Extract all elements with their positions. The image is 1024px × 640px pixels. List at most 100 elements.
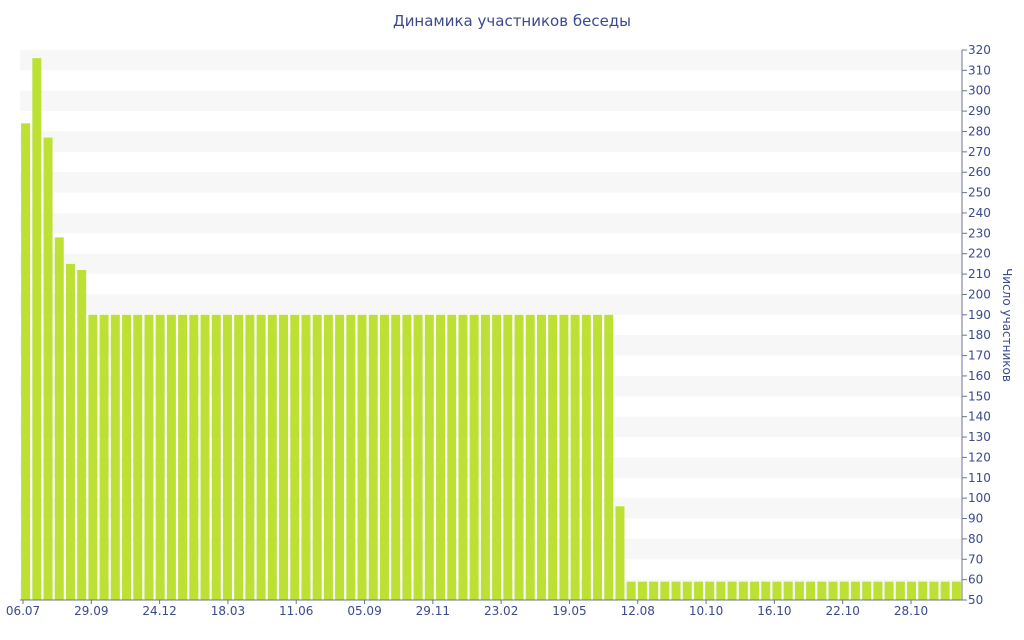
bar <box>682 581 692 600</box>
bar <box>604 314 614 600</box>
grid-band <box>20 579 962 600</box>
x-tick-label: 18.03 <box>211 604 245 618</box>
y-tick-label: 250 <box>968 186 991 200</box>
y-tick-label: 190 <box>968 308 991 322</box>
bar <box>99 314 109 600</box>
bar <box>839 581 849 600</box>
bar <box>548 314 558 600</box>
y-tick-label: 140 <box>968 410 991 424</box>
y-tick-label: 260 <box>968 165 991 179</box>
bar <box>133 314 143 600</box>
y-tick-label: 90 <box>968 512 983 526</box>
bar <box>727 581 737 600</box>
bar <box>750 581 760 600</box>
bar <box>301 314 311 600</box>
y-axis-label: Число участников <box>1000 268 1014 382</box>
y-tick-label: 320 <box>968 43 991 57</box>
bar <box>817 581 827 600</box>
y-tick-label: 130 <box>968 430 991 444</box>
bar <box>828 581 838 600</box>
axes-group: 50 60 70 80 90 100 110 120 130 140 150 160 170 180 190… <box>6 43 991 618</box>
y-tick-label: 280 <box>968 124 991 138</box>
bar <box>88 314 98 600</box>
x-tick-label: 19.05 <box>552 604 586 618</box>
y-tick-label: 70 <box>968 552 983 566</box>
bar <box>279 314 289 600</box>
bar <box>862 581 872 600</box>
bar <box>222 314 232 600</box>
bar <box>436 314 446 600</box>
x-tick-label: 23.02 <box>484 604 518 618</box>
bar <box>357 314 367 600</box>
y-tick-label: 240 <box>968 206 991 220</box>
x-tick-label: 16.10 <box>757 604 791 618</box>
bar <box>671 581 681 600</box>
y-tick-label: 310 <box>968 63 991 77</box>
bar <box>536 314 546 600</box>
x-tick-label: 22.10 <box>826 604 860 618</box>
grid-band <box>20 335 962 356</box>
bar <box>593 314 603 600</box>
grid-band <box>20 416 962 438</box>
bar <box>738 581 748 600</box>
bar <box>346 314 356 600</box>
grid-band <box>20 131 962 152</box>
x-tick-label: 11.06 <box>279 604 313 618</box>
y-tick-label: 80 <box>968 532 983 546</box>
bar <box>144 314 154 600</box>
bar <box>211 314 221 600</box>
bar <box>761 581 771 600</box>
grid-bands <box>20 50 962 600</box>
y-tick-label: 60 <box>968 573 983 587</box>
bar <box>794 581 804 600</box>
grid-band <box>20 253 962 275</box>
bar <box>705 581 715 600</box>
y-tick-label: 300 <box>968 84 991 98</box>
y-tick-label: 220 <box>968 247 991 261</box>
bar <box>234 314 244 600</box>
grid-band <box>20 172 962 193</box>
bar <box>525 314 535 600</box>
bar <box>402 314 412 600</box>
y-tick-label: 110 <box>968 471 991 485</box>
bar <box>649 581 659 600</box>
bar <box>693 581 703 600</box>
bar <box>256 314 266 600</box>
bar <box>581 314 591 600</box>
bar <box>43 137 53 600</box>
bar <box>155 314 165 600</box>
bar <box>806 581 816 600</box>
chart-title: Динамика участников беседы <box>392 12 632 30</box>
grid-band <box>20 90 962 112</box>
bar <box>178 314 188 600</box>
grid-band <box>20 498 962 519</box>
y-tick-label: 100 <box>968 491 991 505</box>
y-tick-label: 160 <box>968 369 991 383</box>
y-tick-label: 290 <box>968 104 991 118</box>
bar <box>615 506 625 600</box>
bar <box>54 237 64 600</box>
grid-band <box>20 294 962 315</box>
bar <box>267 314 277 600</box>
bar <box>929 581 939 600</box>
bar <box>312 314 322 600</box>
bar <box>559 314 569 600</box>
bar <box>772 581 782 600</box>
bar <box>951 581 961 600</box>
y-tick-label: 180 <box>968 328 991 342</box>
bar <box>469 314 479 600</box>
bar <box>447 314 457 600</box>
bar <box>660 581 670 600</box>
y-tick-label: 170 <box>968 349 991 363</box>
x-tick-label: 10.10 <box>689 604 723 618</box>
x-tick-label: 06.07 <box>6 604 40 618</box>
bar <box>65 263 75 600</box>
bar <box>290 314 300 600</box>
bar <box>480 314 490 600</box>
bar <box>368 314 378 600</box>
grid-band <box>20 538 962 560</box>
bar <box>189 314 199 600</box>
bar <box>122 314 132 600</box>
y-tick-label: 50 <box>968 593 983 607</box>
